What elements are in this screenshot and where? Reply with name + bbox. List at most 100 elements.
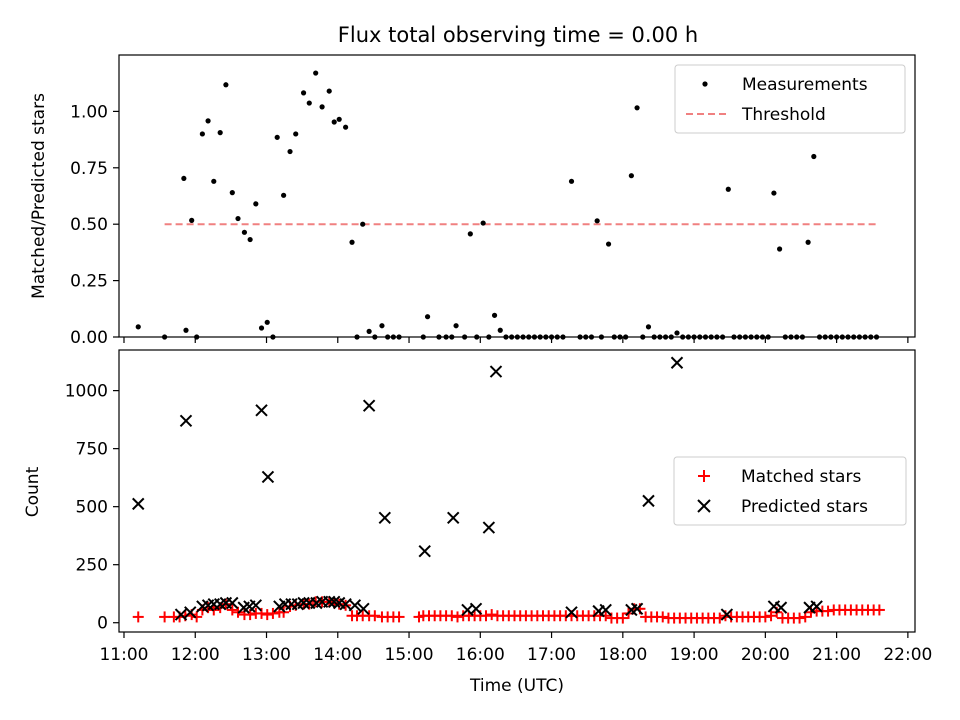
- matched-star-point: [446, 610, 458, 622]
- predicted-star-point: [362, 399, 376, 412]
- measurement-point: [568, 178, 575, 184]
- measurement-point: [605, 241, 612, 247]
- measurement-point: [287, 148, 293, 155]
- measurement-point: [223, 82, 229, 88]
- predicted-stars-points: [132, 356, 823, 621]
- measurement-point: [372, 334, 378, 340]
- top-legend: Measurements Threshold: [674, 64, 906, 134]
- predicted-star-point: [132, 497, 145, 511]
- legend-matched-label: Matched stars: [741, 467, 861, 487]
- x-tick-label: 19:00: [670, 645, 719, 665]
- measurement-point: [537, 334, 543, 340]
- measurement-point: [385, 334, 391, 340]
- measurement-point: [189, 217, 195, 223]
- measurement-point: [520, 334, 526, 340]
- bottom-y-tick-label: 750: [76, 440, 108, 460]
- predicted-star-point: [174, 608, 188, 621]
- measurement-point: [634, 105, 640, 111]
- matched-star-point: [759, 611, 771, 623]
- predicted-star-point: [599, 603, 612, 617]
- measurement-point: [390, 334, 396, 340]
- measurement-point: [396, 334, 402, 340]
- legend-threshold-label: Threshold: [741, 105, 826, 125]
- legend-predicted-marker: [697, 499, 711, 513]
- legend-measurements-marker: [702, 81, 708, 87]
- predicted-star-point: [447, 511, 460, 525]
- matched-star-point: [393, 611, 405, 623]
- predicted-star-point: [489, 365, 503, 378]
- top-y-ticks: 0.00 0.25 0.50 0.75 1.00: [70, 102, 119, 348]
- predicted-star-point: [297, 596, 310, 610]
- measurement-point: [828, 334, 834, 340]
- measurement-point: [453, 323, 459, 329]
- predicted-star-point: [720, 608, 734, 621]
- x-tick-label: 18:00: [598, 645, 647, 665]
- measurement-point: [253, 201, 259, 207]
- measurement-point: [480, 220, 486, 226]
- x-tick-label: 17:00: [527, 645, 576, 665]
- x-tick-label: 14:00: [313, 645, 362, 665]
- measurement-point: [611, 334, 617, 340]
- matched-star-point: [480, 610, 492, 622]
- predicted-star-point: [469, 602, 483, 615]
- predicted-star-point: [226, 596, 239, 610]
- bottom-y-axis-label: Count: [23, 466, 43, 517]
- measurement-point: [560, 334, 566, 340]
- measurement-point: [247, 236, 253, 243]
- measurement-point: [834, 334, 840, 340]
- measurement-point: [674, 330, 680, 336]
- measurement-point: [270, 334, 276, 340]
- measurement-point: [306, 100, 312, 106]
- measurement-point: [497, 327, 503, 333]
- top-y-axis-label: Matched/Predicted stars: [29, 93, 49, 299]
- top-y-tick-label: 0.25: [70, 272, 108, 292]
- measurement-point: [229, 190, 235, 196]
- top-y-tick-label: 0.00: [70, 328, 108, 348]
- measurement-point: [205, 118, 211, 124]
- measurement-point: [135, 324, 141, 330]
- measurement-point: [851, 334, 857, 340]
- predicted-star-point: [179, 414, 193, 427]
- measurement-point: [548, 334, 555, 340]
- measurement-point: [443, 334, 449, 340]
- matched-stars-points: [132, 596, 885, 624]
- matched-star-point: [451, 611, 463, 623]
- measurement-point: [598, 334, 605, 340]
- measurement-point: [680, 334, 686, 340]
- top-panel: 0.00 0.25 0.50 0.75 1.00 Matched/Predicted s…: [29, 54, 916, 348]
- measurement-point: [805, 239, 811, 245]
- matched-star-point: [765, 610, 777, 622]
- measurement-point: [862, 334, 868, 340]
- predicted-star-point: [357, 602, 370, 615]
- x-axis-label: Time (UTC): [469, 676, 564, 696]
- matched-star-point: [278, 606, 290, 618]
- legend-measurements-label: Measurements: [742, 75, 868, 95]
- measurement-point: [731, 334, 737, 340]
- measurement-point: [241, 229, 248, 235]
- measurement-point: [816, 334, 823, 340]
- measurement-point: [623, 334, 629, 340]
- measurement-point: [662, 334, 669, 340]
- measurement-point: [509, 334, 515, 340]
- measurement-point: [331, 119, 337, 125]
- measurement-point: [759, 334, 766, 340]
- predicted-star-point: [323, 595, 336, 609]
- measurement-point: [491, 312, 498, 318]
- measurement-point: [799, 334, 806, 340]
- x-tick-label: 16:00: [456, 645, 505, 665]
- measurement-point: [211, 178, 217, 184]
- bottom-y-tick-label: 250: [76, 556, 108, 576]
- matched-star-point: [159, 611, 171, 623]
- measurement-point: [217, 130, 223, 136]
- top-y-tick-label: 0.50: [70, 215, 108, 235]
- measurement-point: [183, 327, 189, 333]
- legend-matched-marker: [698, 470, 710, 482]
- measurement-point: [788, 334, 794, 340]
- predicted-star-point: [642, 494, 655, 508]
- measurement-point: [628, 173, 634, 179]
- matched-star-point: [244, 609, 256, 621]
- measurement-point: [845, 334, 851, 340]
- measurement-points: [135, 70, 880, 340]
- measurement-point: [714, 334, 720, 340]
